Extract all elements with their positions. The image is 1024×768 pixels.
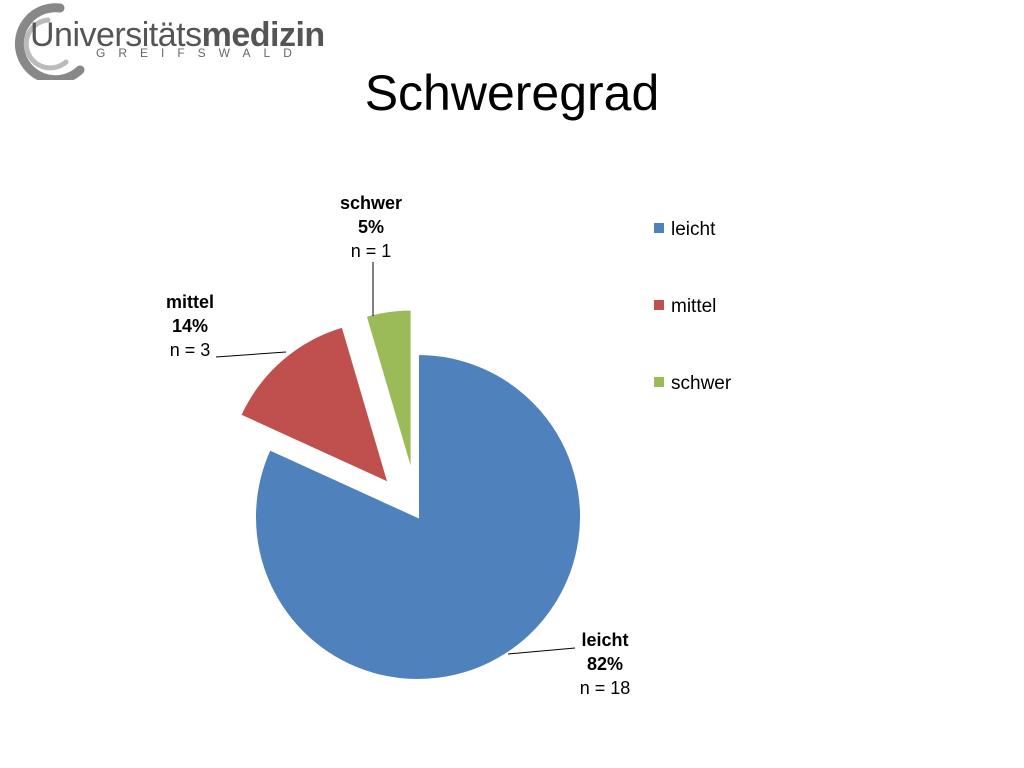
data-label-mittel-name: mittel — [166, 292, 214, 312]
logo-subtitle: GREIFSWALD — [96, 46, 305, 60]
legend-swatch-schwer — [654, 377, 664, 387]
pie-slice-leicht — [254, 352, 582, 681]
data-label-mittel-percent: 14% — [172, 316, 208, 336]
pie-slice-schwer — [364, 308, 413, 473]
pie-slice-mittel — [238, 325, 391, 485]
legend-swatch-mittel — [654, 300, 664, 310]
logo-wordmark: Universitätsmedizin — [30, 18, 325, 52]
leader-line-mittel — [215, 351, 287, 358]
legend-label-schwer: schwer — [671, 373, 732, 394]
leader-line-leicht — [507, 647, 576, 655]
data-label-schwer-count: n = 1 — [351, 241, 392, 261]
data-label-schwer-percent: 5% — [358, 217, 384, 237]
logo-name-regular: Universitäts — [30, 16, 202, 54]
legend-label-mittel: mittel — [671, 296, 716, 317]
university-logo — [14, 3, 85, 80]
data-label-mittel-count: n = 3 — [170, 340, 211, 360]
data-label-leicht-percent: 82% — [587, 654, 623, 674]
logo-name-bold: medizin — [201, 16, 326, 54]
legend-label-leicht: leicht — [671, 219, 716, 240]
data-label-leicht-name: leicht — [581, 630, 628, 650]
data-label-schwer-name: schwer — [340, 193, 402, 213]
data-label-leicht-count: n = 18 — [580, 678, 631, 698]
chart-title: Schweregrad — [364, 65, 660, 121]
legend-swatch-leicht — [654, 223, 664, 233]
